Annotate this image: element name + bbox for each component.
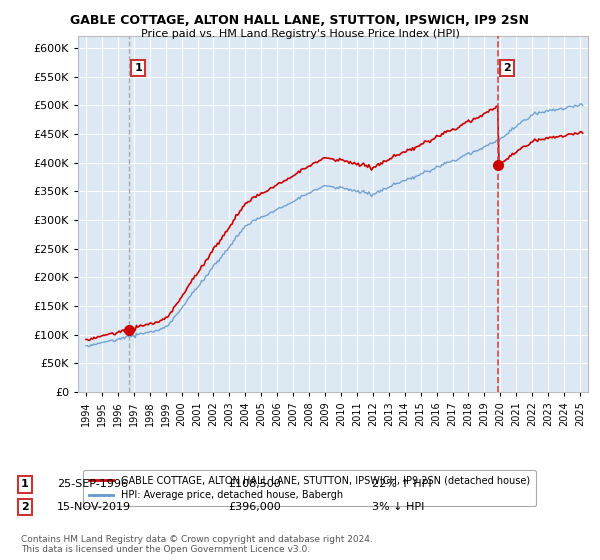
Text: £108,500: £108,500 [228,479,281,489]
Text: Price paid vs. HM Land Registry's House Price Index (HPI): Price paid vs. HM Land Registry's House … [140,29,460,39]
Text: 25-SEP-1996: 25-SEP-1996 [57,479,128,489]
Text: GABLE COTTAGE, ALTON HALL LANE, STUTTON, IPSWICH, IP9 2SN: GABLE COTTAGE, ALTON HALL LANE, STUTTON,… [71,14,530,27]
Text: 22% ↑ HPI: 22% ↑ HPI [372,479,431,489]
Text: 2: 2 [503,63,511,73]
Text: 3% ↓ HPI: 3% ↓ HPI [372,502,424,512]
Text: 1: 1 [134,63,142,73]
Text: 15-NOV-2019: 15-NOV-2019 [57,502,131,512]
Text: 1: 1 [21,479,29,489]
Text: £396,000: £396,000 [228,502,281,512]
Legend: GABLE COTTAGE, ALTON HALL LANE, STUTTON, IPSWICH, IP9 2SN (detached house), HPI:: GABLE COTTAGE, ALTON HALL LANE, STUTTON,… [83,470,536,506]
Text: Contains HM Land Registry data © Crown copyright and database right 2024.
This d: Contains HM Land Registry data © Crown c… [21,535,373,554]
Text: 2: 2 [21,502,29,512]
